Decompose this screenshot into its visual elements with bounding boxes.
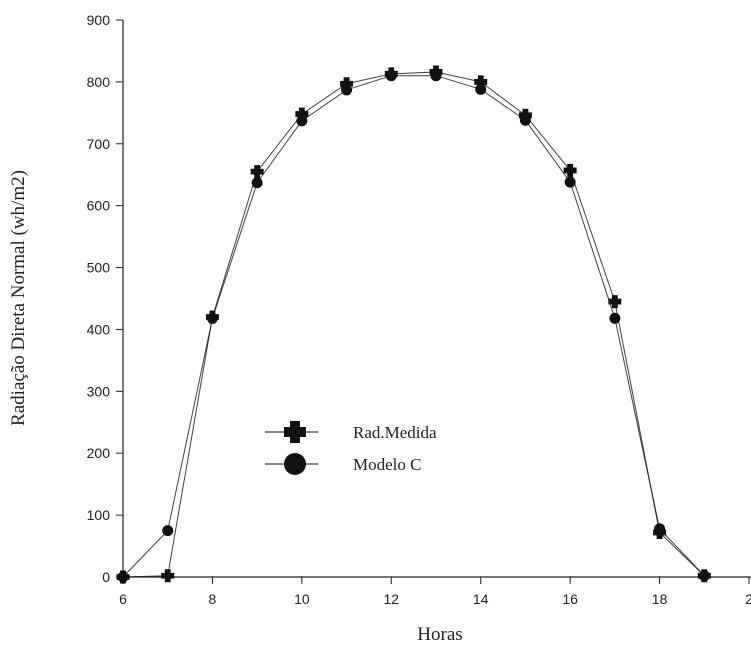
y-tick-label: 500	[87, 260, 111, 276]
data-point	[251, 177, 263, 189]
y-tick-label: 0	[102, 569, 110, 585]
y-tick-label: 200	[87, 445, 111, 461]
data-point	[654, 523, 666, 535]
x-tick-label: 10	[294, 591, 310, 607]
y-tick-label: 600	[87, 198, 111, 214]
x-tick-label: 12	[383, 591, 399, 607]
x-axis-title: Horas	[417, 624, 462, 645]
x-tick-label: 6	[119, 591, 127, 607]
y-axis-title: Radiação Direta Normal (wh/m2)	[8, 170, 29, 426]
data-point	[609, 312, 621, 324]
data-point	[206, 312, 218, 324]
data-point	[519, 114, 531, 126]
y-tick-label: 400	[87, 321, 111, 337]
legend-marker	[284, 421, 306, 443]
y-tick-label: 900	[87, 12, 111, 28]
x-tick-label: 14	[473, 591, 489, 607]
data-point	[385, 70, 397, 82]
y-tick-label: 300	[87, 383, 111, 399]
data-point	[563, 163, 577, 177]
y-tick-label: 100	[87, 507, 111, 523]
data-point	[608, 295, 622, 309]
y-tick-label: 800	[87, 74, 111, 90]
series-line	[122, 71, 705, 578]
data-point	[698, 570, 710, 582]
data-point	[474, 75, 488, 89]
data-point	[430, 70, 442, 82]
x-tick-label: 18	[652, 591, 668, 607]
data-point	[295, 107, 309, 121]
legend-marker	[284, 453, 306, 475]
series-line	[122, 75, 705, 578]
x-tick-label: 8	[209, 591, 217, 607]
y-tick-label: 700	[87, 136, 111, 152]
x-tick-label: 16	[562, 591, 578, 607]
x-tick-label: 2	[745, 591, 751, 607]
data-point	[161, 569, 175, 583]
legend-label: Modelo C	[353, 455, 421, 474]
data-point	[340, 77, 354, 91]
data-point	[564, 176, 576, 188]
data-point	[117, 571, 129, 583]
legend-label: Rad.Medida	[353, 423, 437, 442]
data-point	[296, 115, 308, 127]
data-point	[475, 83, 487, 95]
data-point	[341, 84, 353, 96]
data-point	[250, 165, 264, 179]
data-point	[162, 525, 174, 537]
